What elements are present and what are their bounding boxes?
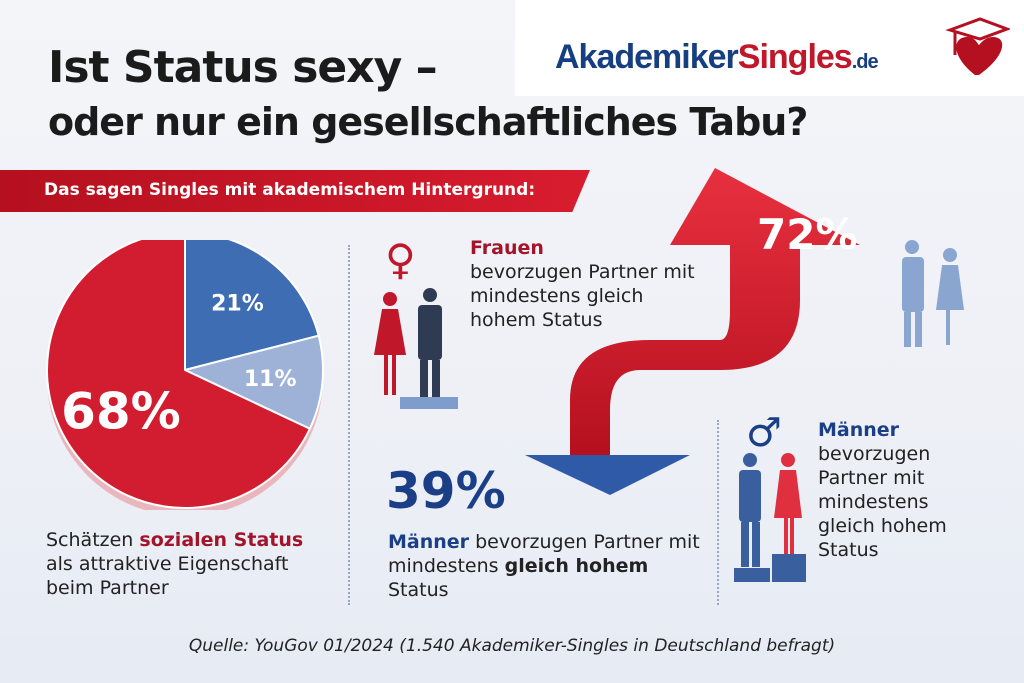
divider: [717, 420, 719, 605]
logo-part-2: Singles: [737, 38, 853, 76]
pie-caption: Schätzen sozialen Status als attraktive …: [46, 528, 336, 600]
couple-figure-icon: [902, 240, 964, 347]
subtitle-banner: [0, 170, 590, 212]
arrow-up-icon: [525, 168, 860, 495]
pie-chart: 21% 11% 68%: [46, 240, 324, 510]
pie-slice: [46, 240, 312, 509]
caption-pre: Schätzen: [46, 529, 140, 551]
caption-post: als attraktive Eigenschaft beim Partner: [46, 553, 289, 599]
pie-label: 11%: [244, 367, 297, 392]
logo-part-1: Akademiker: [555, 38, 739, 76]
female-symbol-icon: ♀: [385, 235, 416, 284]
couple-figure-icon: [734, 453, 806, 582]
maenner-bottom-bold: gleich hohem: [504, 555, 649, 577]
maenner-bottom-head: Männer: [388, 531, 470, 553]
couple-figure-icon: [374, 288, 458, 409]
logo-part-3: .de: [851, 51, 879, 73]
divider: [348, 245, 350, 605]
pie-slice: [182, 334, 324, 431]
maenner-bottom-mid: bevorzugen Partner mit mindestens: [388, 531, 700, 577]
maenner-statement-right: Männer bevorzugen Partner mit mindestens …: [818, 418, 988, 562]
caption-highlight: sozialen Status: [139, 529, 304, 551]
frauen-head: Frauen: [470, 237, 544, 259]
title-line-1: Ist Status sexy –: [48, 42, 438, 93]
stat-down-value: 39%: [386, 462, 506, 520]
subtitle-banner-text: Das sagen Singles mit akademischem Hinte…: [44, 180, 536, 200]
title-line-2: oder nur ein gesellschaftliches Tabu?: [48, 100, 808, 144]
pie-label: 21%: [211, 291, 264, 316]
maenner-bottom-tail: Status: [388, 579, 449, 601]
frauen-statement: Frauen bevorzugen Partner mit mindestens …: [470, 236, 710, 332]
maenner-statement-bottom: Männer bevorzugen Partner mit mindestens…: [388, 530, 708, 602]
logo-area: [515, 0, 1024, 96]
stat-up-value: 72%: [757, 210, 858, 259]
pie-label: 68%: [61, 383, 181, 441]
male-symbol-icon: ♂: [746, 410, 782, 456]
graduation-heart-icon: [945, 17, 1010, 75]
source-note: Quelle: YouGov 01/2024 (1.540 Akademiker…: [188, 636, 836, 656]
pie-slice: [184, 240, 320, 372]
maenner-right-body: bevorzugen Partner mit mindestens gleich…: [818, 443, 947, 561]
maenner-right-head: Männer: [818, 419, 900, 441]
arrow-down-head: [525, 455, 690, 495]
frauen-body: bevorzugen Partner mit mindestens gleich…: [470, 261, 695, 331]
logo: AkademikerSingles.de: [555, 38, 879, 77]
